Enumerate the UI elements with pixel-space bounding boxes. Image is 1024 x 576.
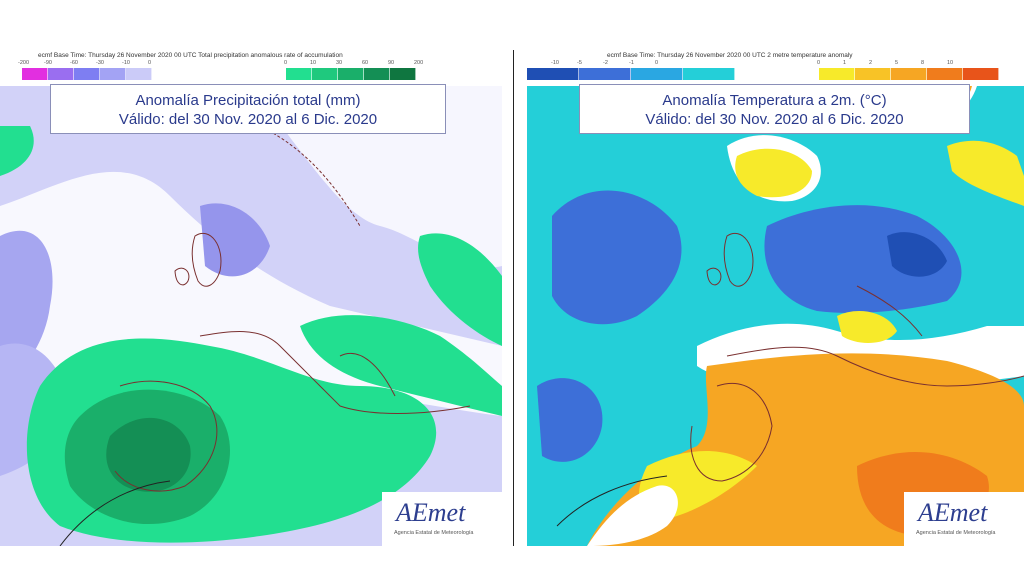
panel-divider [513,50,514,546]
tick-label: 10 [310,60,317,66]
temperature-anomaly-panel: ecmf Base Time: Thursday 26 November 202… [527,50,1024,546]
precipitation-map [0,86,502,546]
colorbar-header: ecmf Base Time: Thursday 26 November 202… [0,50,502,86]
tick-label: 90 [388,60,395,66]
colorbar-header: ecmf Base Time: Thursday 26 November 202… [527,50,1024,86]
tick-label: 2 [869,60,873,66]
tick-label: -60 [70,60,78,66]
base-time-header: ecmf Base Time: Thursday 26 November 202… [38,52,343,59]
positive-colorbar [286,68,416,80]
colorbar-swatch [963,68,999,80]
tick-label: 5 [895,60,899,66]
negative-colorbar [22,68,152,80]
map-title-box: Anomalía Temperatura a 2m. (°C) Válido: … [579,84,970,134]
colorbar-swatch [22,68,48,80]
precipitation-anomaly-panel: ecmf Base Time: Thursday 26 November 202… [0,50,502,546]
tick-label: -1 [629,60,634,66]
tick-label: 0 [148,60,152,66]
map-title: Anomalía Precipitación total (mm) [135,92,361,109]
tick-label: -90 [44,60,52,66]
colorbar-swatch [683,68,735,80]
temperature-map [527,86,1024,546]
tick-label: -10 [551,60,559,66]
tick-label: 0 [817,60,821,66]
positive-scale-ticks: 0 10 30 60 90 200 [284,60,440,66]
map-title-box: Anomalía Precipitación total (mm) Válido… [50,84,446,134]
tick-label: 8 [921,60,925,66]
negative-scale-ticks: -10 -5 -2 -1 0 [551,60,681,66]
colorbar-swatch [390,68,416,80]
tick-label: 60 [362,60,369,66]
tick-label: -5 [577,60,582,66]
colorbar-swatch [338,68,364,80]
tick-label: 30 [336,60,343,66]
map-validity: Válido: del 30 Nov. 2020 al 6 Dic. 2020 [118,111,378,128]
tick-label: 200 [414,60,424,66]
colorbar-swatch [312,68,338,80]
tick-label: 0 [284,60,288,66]
colorbar-swatch [126,68,152,80]
tick-label: -10 [122,60,130,66]
aemet-logo-subtext: Agencia Estatal de Meteorología [394,530,474,536]
tick-label: -30 [96,60,104,66]
precipitation-map-graphic [0,86,502,546]
colorbar-swatch [891,68,927,80]
base-time-header: ecmf Base Time: Thursday 26 November 202… [607,52,853,59]
colorbar-swatch [100,68,126,80]
negative-colorbar [527,68,735,80]
tick-label: 0 [655,60,659,66]
aemet-logo-text: AEmet [918,498,988,527]
colorbar-swatch [527,68,579,80]
colorbar-swatch [364,68,390,80]
negative-scale-ticks: -200 -90 -60 -30 -10 0 [18,60,174,66]
positive-colorbar [819,68,999,80]
tick-label: -200 [18,60,30,66]
aemet-logo: AEmet Agencia Estatal de Meteorología [382,492,502,546]
colorbar-swatch [819,68,855,80]
colorbar-swatch [927,68,963,80]
colorbar-swatch [579,68,631,80]
tick-label: 10 [947,60,954,66]
colorbar-swatch [855,68,891,80]
temperature-map-graphic [527,86,1024,546]
aemet-logo: AEmet Agencia Estatal de Meteorología [904,492,1024,546]
colorbar-swatch [48,68,74,80]
aemet-logo-text: AEmet [396,498,466,527]
tick-label: 1 [843,60,847,66]
tick-label: -2 [603,60,608,66]
aemet-logo-subtext: Agencia Estatal de Meteorología [916,530,996,536]
map-title: Anomalía Temperatura a 2m. (°C) [662,92,887,109]
colorbar-swatch [286,68,312,80]
positive-scale-ticks: 0 1 2 5 8 10 [817,60,973,66]
colorbar-swatch [631,68,683,80]
map-validity: Válido: del 30 Nov. 2020 al 6 Dic. 2020 [645,111,904,128]
colorbar-swatch [74,68,100,80]
